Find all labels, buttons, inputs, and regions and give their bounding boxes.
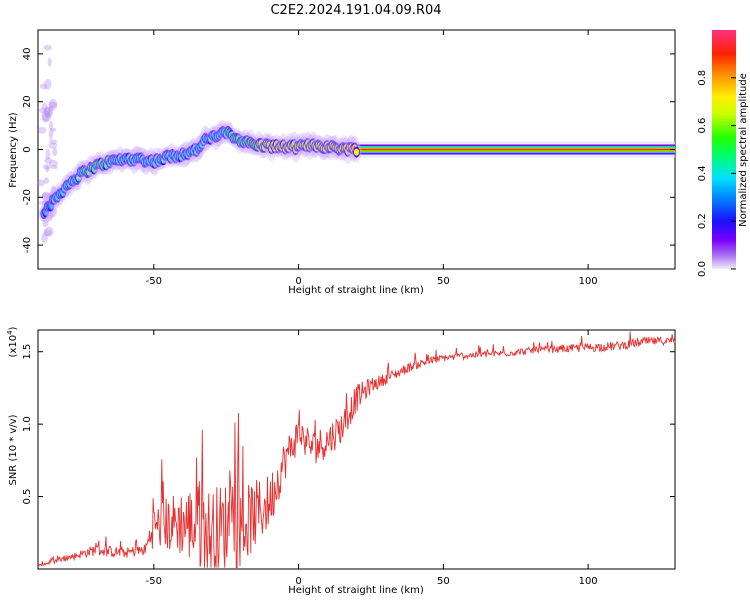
bottom-x-axis-label: Height of straight line (km) (288, 585, 424, 596)
spectral-noise-blob (41, 191, 51, 203)
spectral-noise-blob (48, 142, 58, 149)
ridge-mid (353, 148, 360, 156)
spectral-noise-blob (48, 101, 58, 109)
spectral-noise-blob (44, 106, 51, 117)
bottom-x-tick-label: -50 (146, 576, 162, 587)
spectral-noise-blob (47, 57, 52, 67)
top-y-tick-label: 20 (22, 95, 33, 108)
spectral-noise-blob (45, 148, 51, 160)
colorbar-tick-label: 0.2 (697, 213, 708, 229)
bottom-y-tick-label: 1.5 (22, 344, 33, 360)
spectral-noise-blob (48, 105, 54, 117)
top-y-tick-label: -20 (22, 189, 33, 205)
bottom-y-tick-label: 1.0 (22, 416, 33, 432)
colorbar-ticks: 0.0 0.2 0.4 0.6 0.8 (697, 70, 736, 277)
spectral-noise-blob (38, 126, 47, 134)
spectrogram-panel: -50 0 50 100 -40 -20 0 20 40 Height of straight… (8, 29, 676, 296)
spectral-noise-blob (48, 128, 54, 140)
flat-ridge-band (356, 148, 675, 151)
top-y-tick-label: -40 (22, 237, 33, 253)
top-x-ticks: -50 0 50 100 (146, 30, 598, 287)
bottom-y-tick-label: 0.5 (22, 489, 33, 505)
spectral-ridge-layer (37, 44, 675, 244)
spectral-noise-blob (41, 102, 48, 111)
spectral-noise-blob (52, 147, 58, 157)
bottom-x-tick-label: 0 (295, 576, 301, 587)
spectral-noise-blob (50, 127, 57, 132)
spectral-noise-blob (45, 165, 50, 173)
spectral-noise-blob (49, 139, 58, 145)
colorbar-gradient (712, 30, 736, 269)
spectral-noise-blob (39, 83, 48, 90)
spectral-noise-blob (51, 165, 58, 170)
spectral-noise-blob (42, 112, 52, 123)
spectral-noise-blob (48, 98, 58, 111)
spectral-noise-blob (44, 78, 52, 90)
top-x-tick-label: 50 (437, 276, 450, 287)
bottom-x-tick-label: 100 (579, 576, 598, 587)
bottom-x-ticks: -50 0 50 100 (146, 330, 598, 587)
top-y-axis-label: Frequency (Hz) (8, 112, 19, 188)
snr-panel: -50 0 50 100 0.5 1.0 1.5 Height of straight l… (6, 326, 676, 596)
bottom-x-tick-label: 50 (437, 576, 450, 587)
spectral-noise-blob (43, 177, 50, 184)
spectral-noise-blob (41, 110, 50, 123)
spectral-noise-blob (43, 106, 52, 119)
top-x-tick-label: 100 (579, 276, 598, 287)
spectral-noise-blob (43, 229, 52, 237)
colorbar-tick-label: 0.8 (697, 70, 708, 86)
colorbar-tick-label: 0.6 (697, 118, 708, 134)
chart-title: C2E2.2024.191.04.09.R04 (270, 3, 441, 18)
snr-series-line (37, 331, 676, 569)
top-y-tick-label: 0 (22, 146, 33, 152)
colorbar-tick-label: 0.0 (697, 261, 708, 277)
spectral-noise-blob (49, 160, 58, 167)
spectral-noise-blob (37, 179, 45, 187)
top-y-ticks: -40 -20 0 20 40 (22, 48, 675, 253)
spectral-noise-blob (41, 192, 49, 199)
colorbar-label: Normalized spectral amplitude (738, 73, 749, 227)
top-x-axis-label: Height of straight line (km) (288, 285, 424, 296)
spectral-noise-blob (42, 164, 52, 170)
bottom-y-ticks: 0.5 1.0 1.5 (22, 344, 675, 505)
colorbar: 0.0 0.2 0.4 0.6 0.8 Normalized spectral ampl… (697, 30, 749, 277)
top-x-tick-label: 0 (295, 276, 301, 287)
colorbar-tick-label: 0.4 (697, 165, 708, 181)
spectral-noise-blob (42, 218, 49, 228)
snr-frame (37, 329, 676, 570)
spectral-noise-blob (43, 226, 54, 237)
spectral-noise-blob (48, 120, 54, 130)
spectral-noise-blob (41, 233, 48, 244)
spectral-noise-blob (44, 157, 53, 164)
top-x-tick-label: -50 (146, 276, 162, 287)
bottom-y-axis-label: SNR (10 * v/v) (8, 414, 19, 485)
spectral-noise-blob (39, 107, 47, 114)
top-y-tick-label: 40 (22, 48, 33, 61)
spectral-noise-blob (43, 44, 52, 51)
bottom-y-scale-label: (x104) (6, 326, 19, 357)
